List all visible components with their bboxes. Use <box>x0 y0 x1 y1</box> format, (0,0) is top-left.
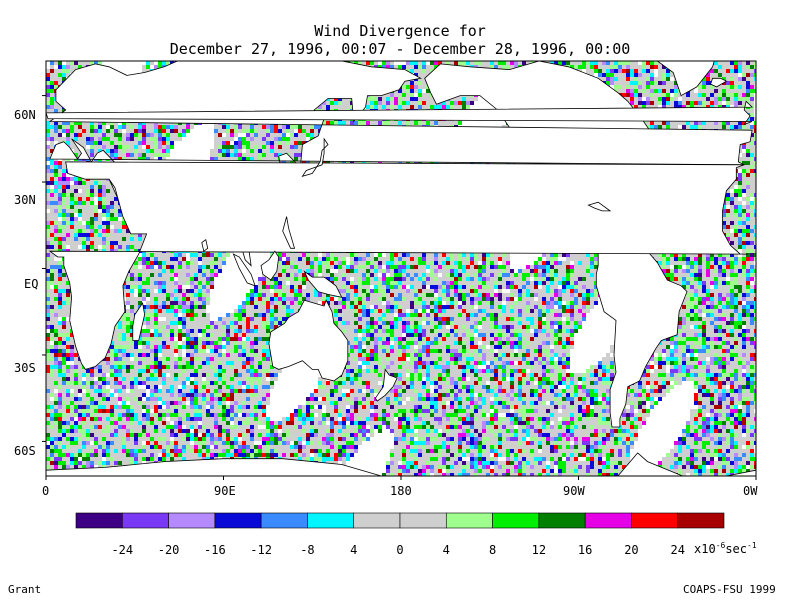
landmass-new-guinea <box>303 270 343 298</box>
landmass-borneo <box>260 250 280 281</box>
lat-label-eq: EQ <box>24 277 39 291</box>
colorbar-swatch <box>538 512 586 529</box>
colorbar-label: 8 <box>488 543 497 557</box>
colorbar-swatch <box>75 512 123 529</box>
landmass-south-america <box>595 236 688 428</box>
colorbar-swatch <box>353 512 401 529</box>
colorbar-swatch <box>492 512 540 529</box>
colorbar-swatch <box>307 512 355 529</box>
colorbar-label: 4 <box>442 543 450 557</box>
colorbar-label: 12 <box>531 543 547 557</box>
lat-label-60s: 60S <box>14 444 36 458</box>
colorbar-swatch <box>677 512 725 529</box>
colorbar-label: -8 <box>300 543 315 557</box>
landmass-new-zealand <box>374 368 398 402</box>
colorbar-label: 20 <box>624 543 639 557</box>
landmass-antarctica <box>46 452 756 476</box>
colorbar-swatch <box>121 512 169 529</box>
lat-label-30n: 30N <box>14 193 36 207</box>
landmass-africa <box>48 161 749 370</box>
lon-label-0: 0 <box>42 484 50 498</box>
colorbar-label: 24 <box>670 543 685 557</box>
landmass-iceland <box>710 77 728 88</box>
lon-label-90e: 90E <box>214 484 236 498</box>
landmass-sumatra <box>232 253 256 287</box>
colorbar-label: -20 <box>157 543 180 557</box>
map-title-line1: Wind Divergence for <box>314 22 486 40</box>
colorbar-unit: x10-6sec-1 <box>694 541 757 556</box>
colorbar-label: -24 <box>111 543 134 557</box>
lat-label-60n: 60N <box>14 108 36 122</box>
axis-ticks <box>42 95 757 480</box>
lon-label-180: 180 <box>390 484 412 498</box>
colorbar-swatch <box>584 512 632 529</box>
landmass-great-britain <box>46 100 754 126</box>
colorbar-label: 0 <box>396 543 404 557</box>
landmass-madagascar <box>132 302 146 341</box>
footer-credit: COAPS-FSU 1999 <box>683 583 776 596</box>
colorbar-label: 4 <box>350 543 358 557</box>
footer-author: Grant <box>8 583 42 596</box>
colorbar-swatch <box>399 512 447 529</box>
landmass-sri-lanka <box>201 239 209 252</box>
colorbar-swatch <box>214 512 262 529</box>
colorbar-label: 16 <box>577 543 593 557</box>
lon-label-0w: 0W <box>743 484 758 498</box>
colorbar-label: -16 <box>204 543 226 557</box>
landmass-greenland <box>656 61 715 97</box>
colorbar-swatch <box>445 512 493 529</box>
colorbar-swatch <box>168 512 216 529</box>
colorbar <box>75 512 725 529</box>
land-layer <box>46 61 756 476</box>
map-title-line2: December 27, 1996, 00:07 - December 28, … <box>169 40 631 58</box>
colorbar-label: -12 <box>250 543 272 557</box>
landmass-philippines <box>282 216 296 249</box>
lon-label-90w: 90W <box>563 484 585 498</box>
colorbar-swatch <box>260 512 308 529</box>
landmass-australia <box>268 299 349 382</box>
colorbar-swatch <box>631 512 679 529</box>
landmass-japan <box>301 137 329 177</box>
landmass-cuba <box>587 201 612 212</box>
lat-label-30s: 30S <box>14 361 36 375</box>
